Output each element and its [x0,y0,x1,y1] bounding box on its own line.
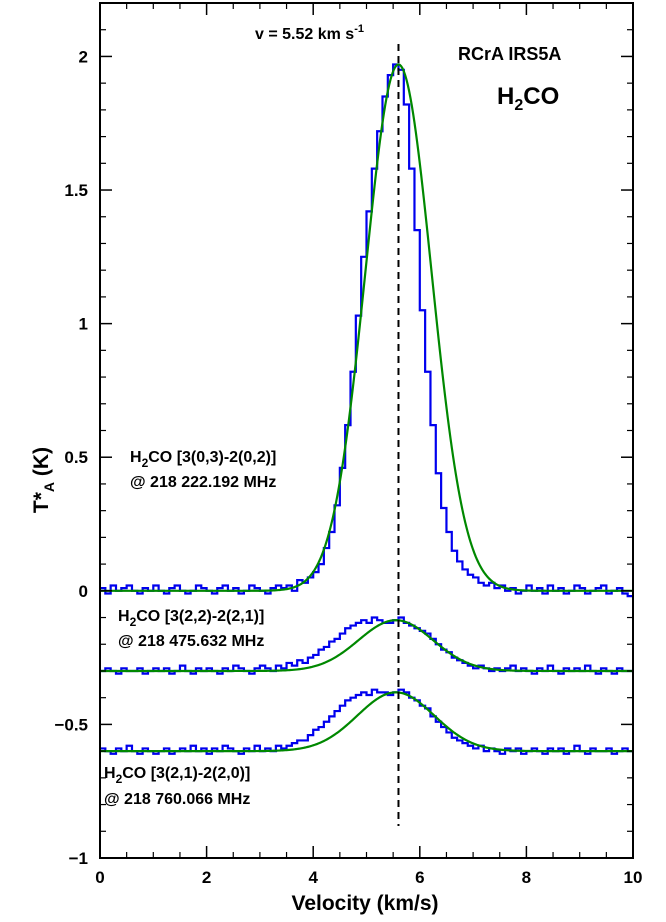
plot-content [100,44,633,826]
line-label-1-name: H2CO [3(0,3)-2(0,2)] [130,449,276,470]
line-label-2-name: H2CO [3(2,2)-2(2,1)] [118,608,264,629]
y-axis-title-sub: A [41,482,57,492]
y-axis-title-rest: (K) [30,447,53,482]
line-label-2-name-sub: 2 [130,615,137,629]
molecule-title-sub: 2 [514,97,523,114]
x-tick-label: 2 [202,868,211,887]
y-tick-label: 0 [79,582,88,601]
molecule-title: H2CO [497,83,559,114]
line-label-3-name: H2CO [3(2,1)-2(2,0)] [104,765,250,786]
line-label-3-name-rest: CO [3(2,1)-2(2,0)] [122,765,250,782]
fit-line-1 [100,63,633,592]
axis-ticks: 0 2 4 6 8 10 −1 −0.5 0 0.5 1 1.5 2 [54,2,643,887]
y-tick-label: −0.5 [54,715,88,734]
x-tick-label: 4 [308,868,318,887]
molecule-title-base: H [497,83,514,110]
plot-frame [99,2,634,859]
x-tick-label: 6 [415,868,424,887]
y-tick-label: 0.5 [64,448,88,467]
fit-line-3 [100,691,633,753]
spectrum-line-1 [100,63,633,598]
fit-line-2 [100,619,633,673]
x-tick-label: 8 [522,868,531,887]
spectrum-line-3 [100,688,633,755]
line-label-1-name-rest: CO [3(0,3)-2(0,2)] [148,449,276,466]
line-label-3-freq: @ 218 760.066 MHz [104,791,250,808]
y-tick-label: −1 [69,849,88,868]
y-tick-label: 2 [79,47,88,66]
x-tick-label: 10 [624,868,643,887]
line-label-1-name-base: H [130,449,142,466]
x-axis-title: Velocity (km/s) [291,892,438,915]
line-label-1-name-sub: 2 [142,456,149,470]
line-label-2-freq: @ 218 475.632 MHz [118,633,264,650]
y-axis-title-main: T* [30,491,53,513]
spectrum-line-2 [100,616,633,675]
line-label-2-name-base: H [118,608,130,625]
line-label-3-name-sub: 2 [116,772,123,786]
line-label-3: H2CO [3(2,1)-2(2,0)] @ 218 760.066 MHz [104,765,250,808]
y-axis-title: T*A (K) [30,447,57,513]
line-label-3-name-base: H [104,765,116,782]
line-label-1: H2CO [3(0,3)-2(0,2)] @ 218 222.192 MHz [130,449,276,491]
line-label-2-name-rest: CO [3(2,2)-2(2,1)] [136,608,264,625]
vline-label-sup: -1 [354,23,364,35]
vline-label: v = 5.52 km s-1 [255,23,364,43]
chart-title: RCrA IRS5A [458,44,561,64]
line-label-1-freq: @ 218 222.192 MHz [130,474,276,491]
vline-label-main: v = 5.52 km s [255,26,354,43]
y-tick-label: 1 [79,315,88,334]
y-tick-label: 1.5 [64,181,88,200]
x-tick-label: 0 [95,868,104,887]
line-label-2: H2CO [3(2,2)-2(2,1)] @ 218 475.632 MHz [118,608,264,650]
molecule-title-rest: CO [523,83,559,110]
